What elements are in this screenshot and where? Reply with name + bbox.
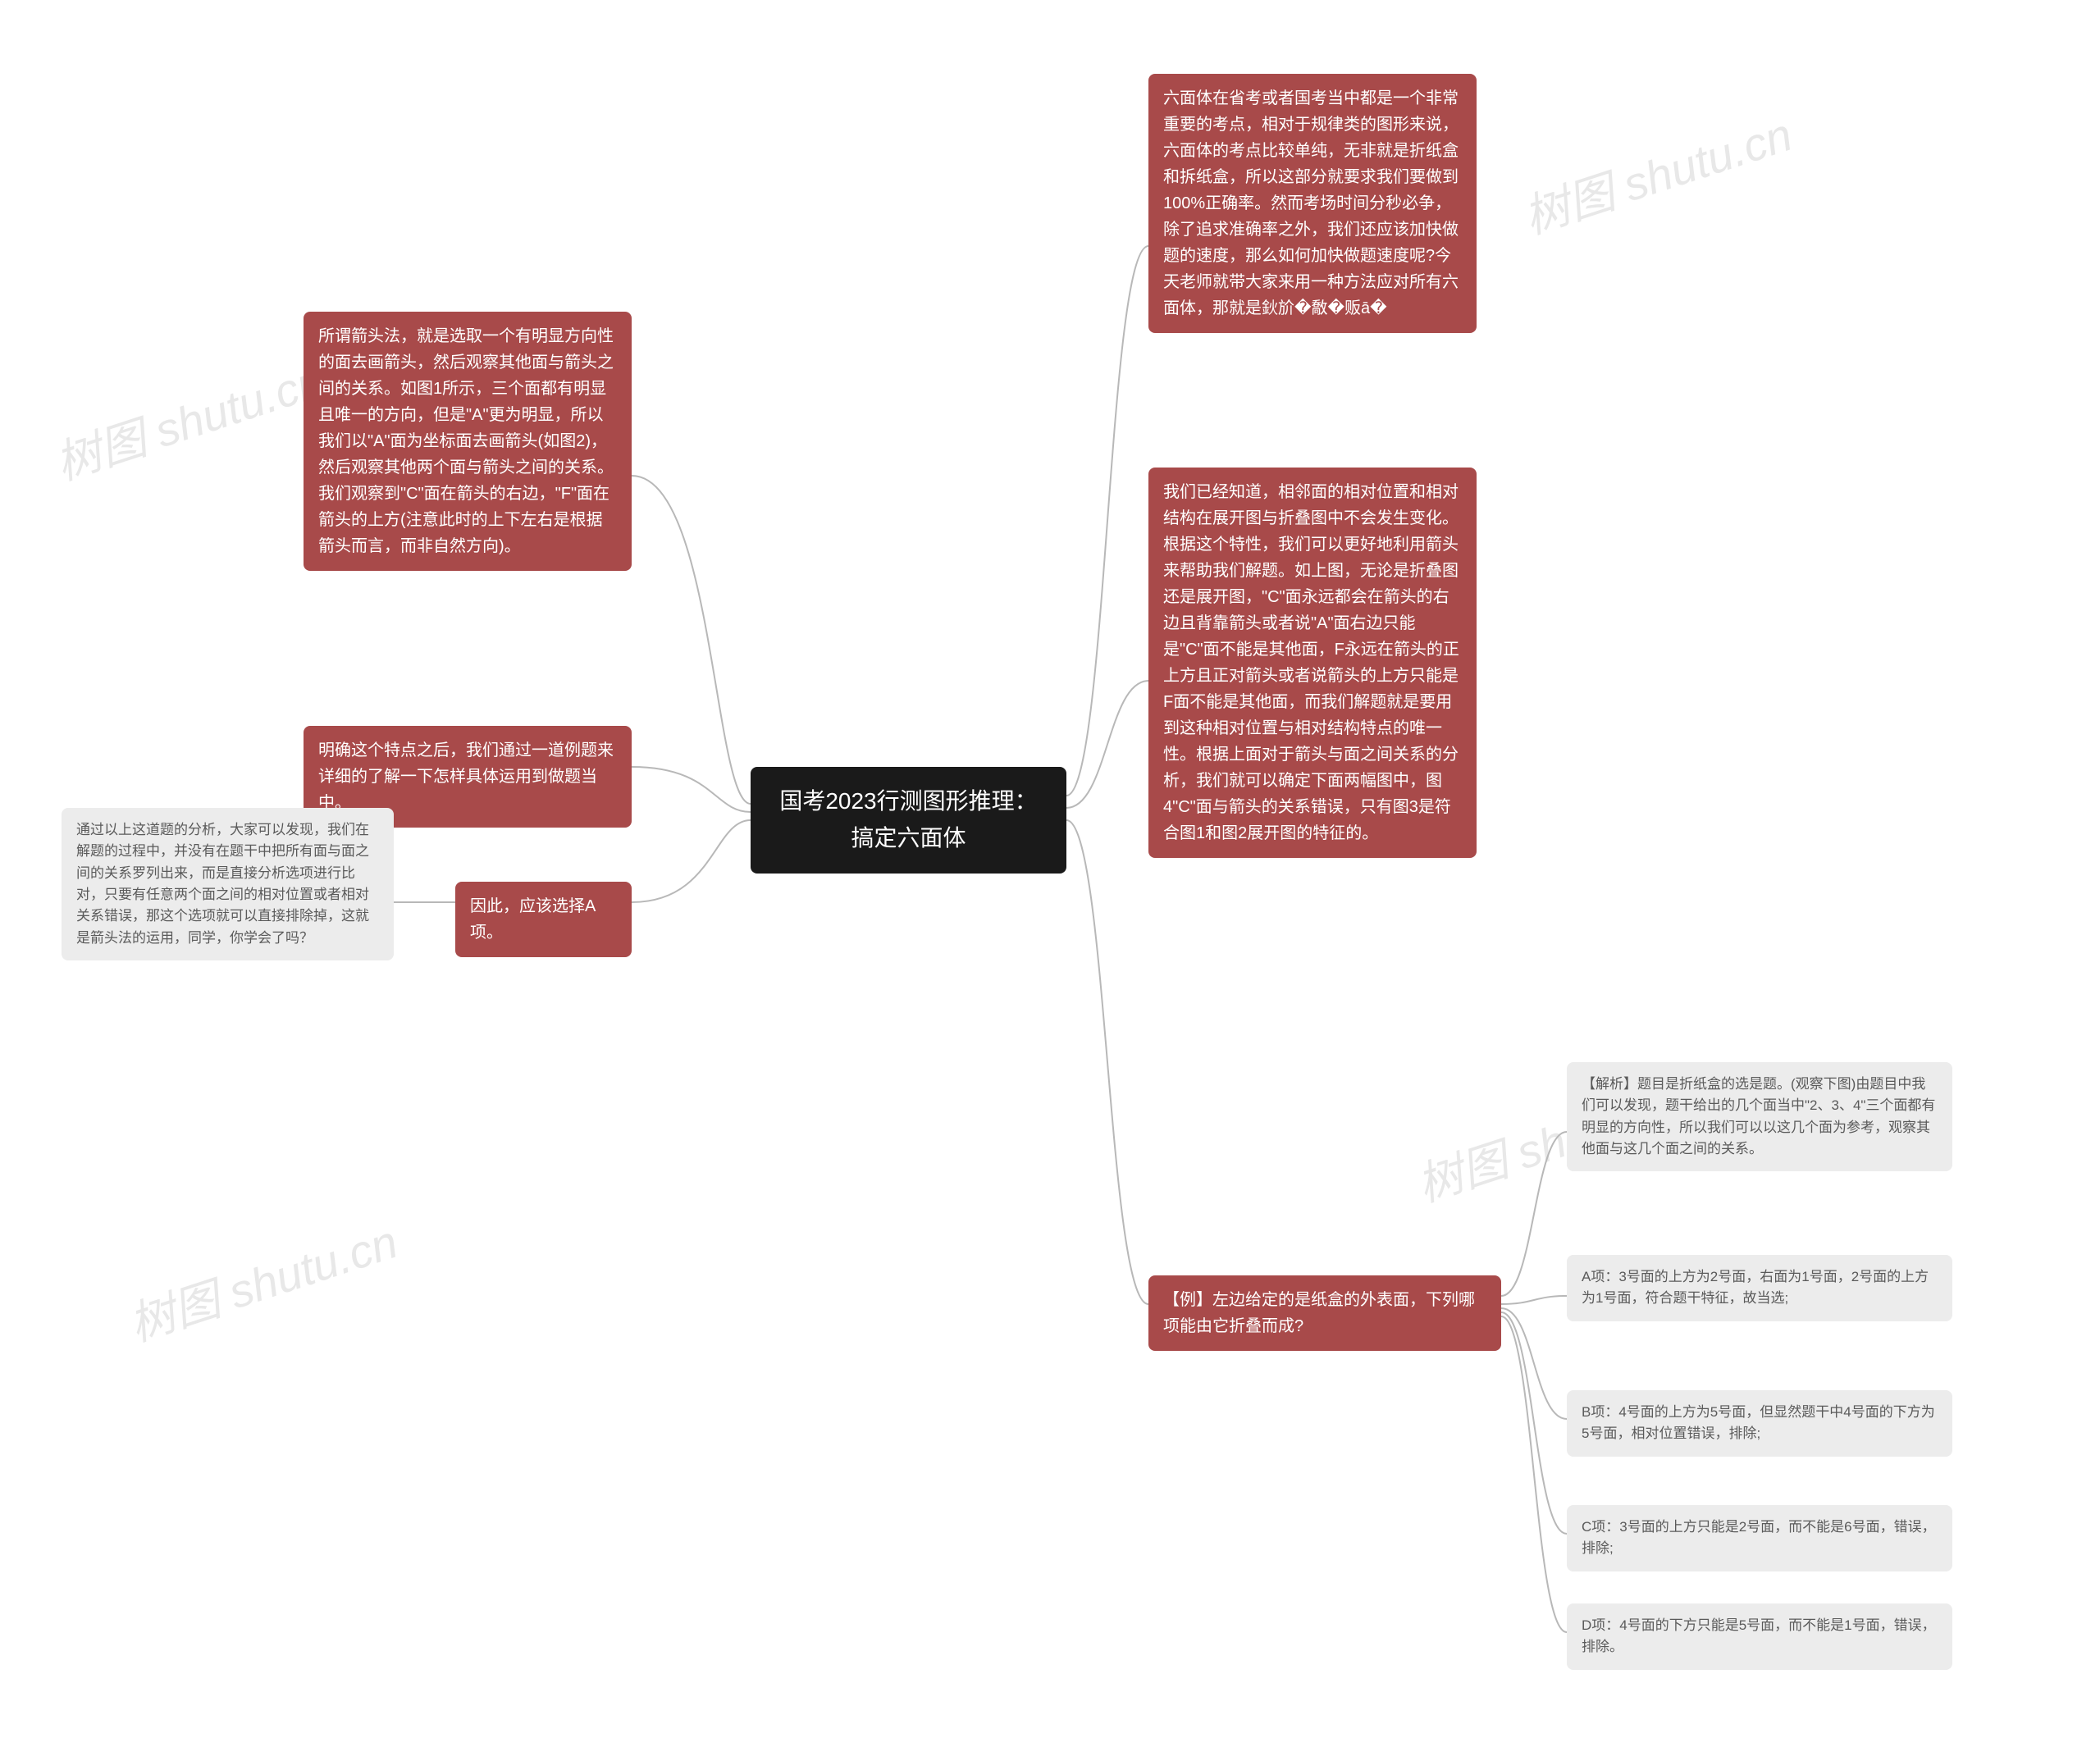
left-node-1: 所谓箭头法，就是选取一个有明显方向性的面去画箭头，然后观察其他面与箭头之间的关系… — [304, 312, 632, 571]
right-node-3-child-1: 【解析】题目是折纸盒的选是题。(观察下图)由题目中我们可以发现，题干给出的几个面… — [1567, 1062, 1952, 1171]
right-node-3-child-4: C项：3号面的上方只能是2号面，而不能是6号面，错误，排除; — [1567, 1505, 1952, 1571]
center-node: 国考2023行测图形推理： 搞定六面体 — [751, 767, 1066, 874]
right-node-3-child-3: B项：4号面的上方为5号面，但显然题干中4号面的下方为5号面，相对位置错误，排除… — [1567, 1390, 1952, 1457]
watermark: 树图 shutu.cn — [120, 1206, 405, 1355]
right-node-3: 【例】左边给定的是纸盒的外表面，下列哪项能由它折叠而成? — [1148, 1275, 1501, 1351]
watermark: 树图 shutu.cn — [46, 344, 331, 494]
left-node-3-child: 通过以上这道题的分析，大家可以发现，我们在解题的过程中，并没有在题干中把所有面与… — [62, 808, 394, 960]
watermark: 树图 shutu.cn — [1514, 98, 1800, 248]
center-title-line1: 国考2023行测图形推理： — [770, 783, 1047, 820]
right-node-2: 我们已经知道，相邻面的相对位置和相对结构在展开图与折叠图中不会发生变化。根据这个… — [1148, 468, 1477, 858]
right-node-3-child-2: A项：3号面的上方为2号面，右面为1号面，2号面的上方为1号面，符合题干特征，故… — [1567, 1255, 1952, 1321]
left-node-3: 因此，应该选择A项。 — [455, 882, 632, 957]
center-title-line2: 搞定六面体 — [770, 820, 1047, 857]
right-node-3-child-5: D项：4号面的下方只能是5号面，而不能是1号面，错误，排除。 — [1567, 1603, 1952, 1670]
right-node-1: 六面体在省考或者国考当中都是一个非常重要的考点，相对于规律类的图形来说，六面体的… — [1148, 74, 1477, 333]
